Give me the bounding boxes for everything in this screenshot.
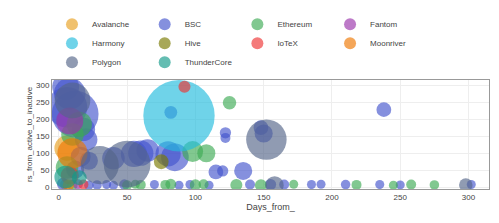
svg-text:100: 100 [36, 149, 50, 158]
svg-text:Polygon: Polygon [92, 58, 121, 67]
svg-text:150: 150 [257, 193, 271, 202]
svg-text:200: 200 [325, 193, 339, 202]
svg-text:Fantom: Fantom [370, 20, 397, 29]
svg-text:Ethereum: Ethereum [277, 20, 312, 29]
svg-text:Days_from_: Days_from_ [246, 202, 296, 212]
svg-text:300: 300 [36, 81, 50, 90]
svg-text:IoTeX: IoTeX [277, 39, 298, 48]
svg-text:150: 150 [36, 132, 50, 141]
svg-text:250: 250 [394, 193, 408, 202]
svg-text:300: 300 [462, 193, 476, 202]
svg-text:0: 0 [57, 193, 62, 202]
svg-text:Hive: Hive [185, 39, 202, 48]
svg-text:ThunderCore: ThunderCore [185, 58, 233, 67]
svg-text:100: 100 [189, 193, 203, 202]
svg-text:Moonriver: Moonriver [370, 39, 406, 48]
svg-text:50: 50 [123, 193, 132, 202]
svg-text:200: 200 [36, 115, 50, 124]
svg-text:Harmony: Harmony [92, 39, 124, 48]
svg-text:0: 0 [45, 183, 50, 192]
svg-text:Avalanche: Avalanche [92, 20, 130, 29]
svg-text:250: 250 [36, 98, 50, 107]
svg-text:BSC: BSC [185, 20, 202, 29]
svg-text:rs_from_active_to_inactive: rs_from_active_to_inactive [25, 86, 34, 182]
svg-text:50: 50 [40, 166, 49, 175]
